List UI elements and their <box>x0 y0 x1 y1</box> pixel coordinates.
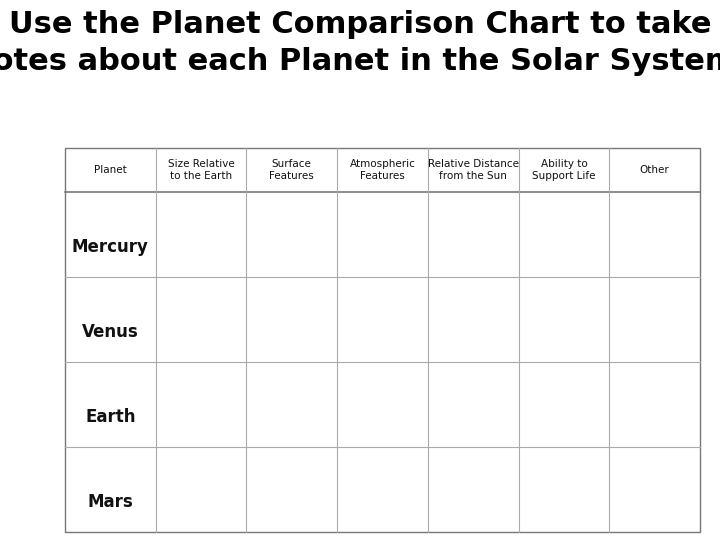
Text: Size Relative
to the Earth: Size Relative to the Earth <box>168 159 235 181</box>
Text: Venus: Venus <box>82 323 139 341</box>
Text: Other: Other <box>640 165 670 175</box>
Text: Use the Planet Comparison Chart to take
notes about each Planet in the Solar Sys: Use the Planet Comparison Chart to take … <box>0 10 720 76</box>
Bar <box>65 148 700 532</box>
Text: Ability to
Support Life: Ability to Support Life <box>532 159 595 181</box>
Text: Atmospheric
Features: Atmospheric Features <box>350 159 415 181</box>
Text: Mars: Mars <box>88 493 133 511</box>
Text: Mercury: Mercury <box>72 238 149 256</box>
Text: Surface
Features: Surface Features <box>269 159 314 181</box>
Text: Planet: Planet <box>94 165 127 175</box>
Text: Earth: Earth <box>85 408 135 426</box>
Text: Relative Distance
from the Sun: Relative Distance from the Sun <box>428 159 518 181</box>
